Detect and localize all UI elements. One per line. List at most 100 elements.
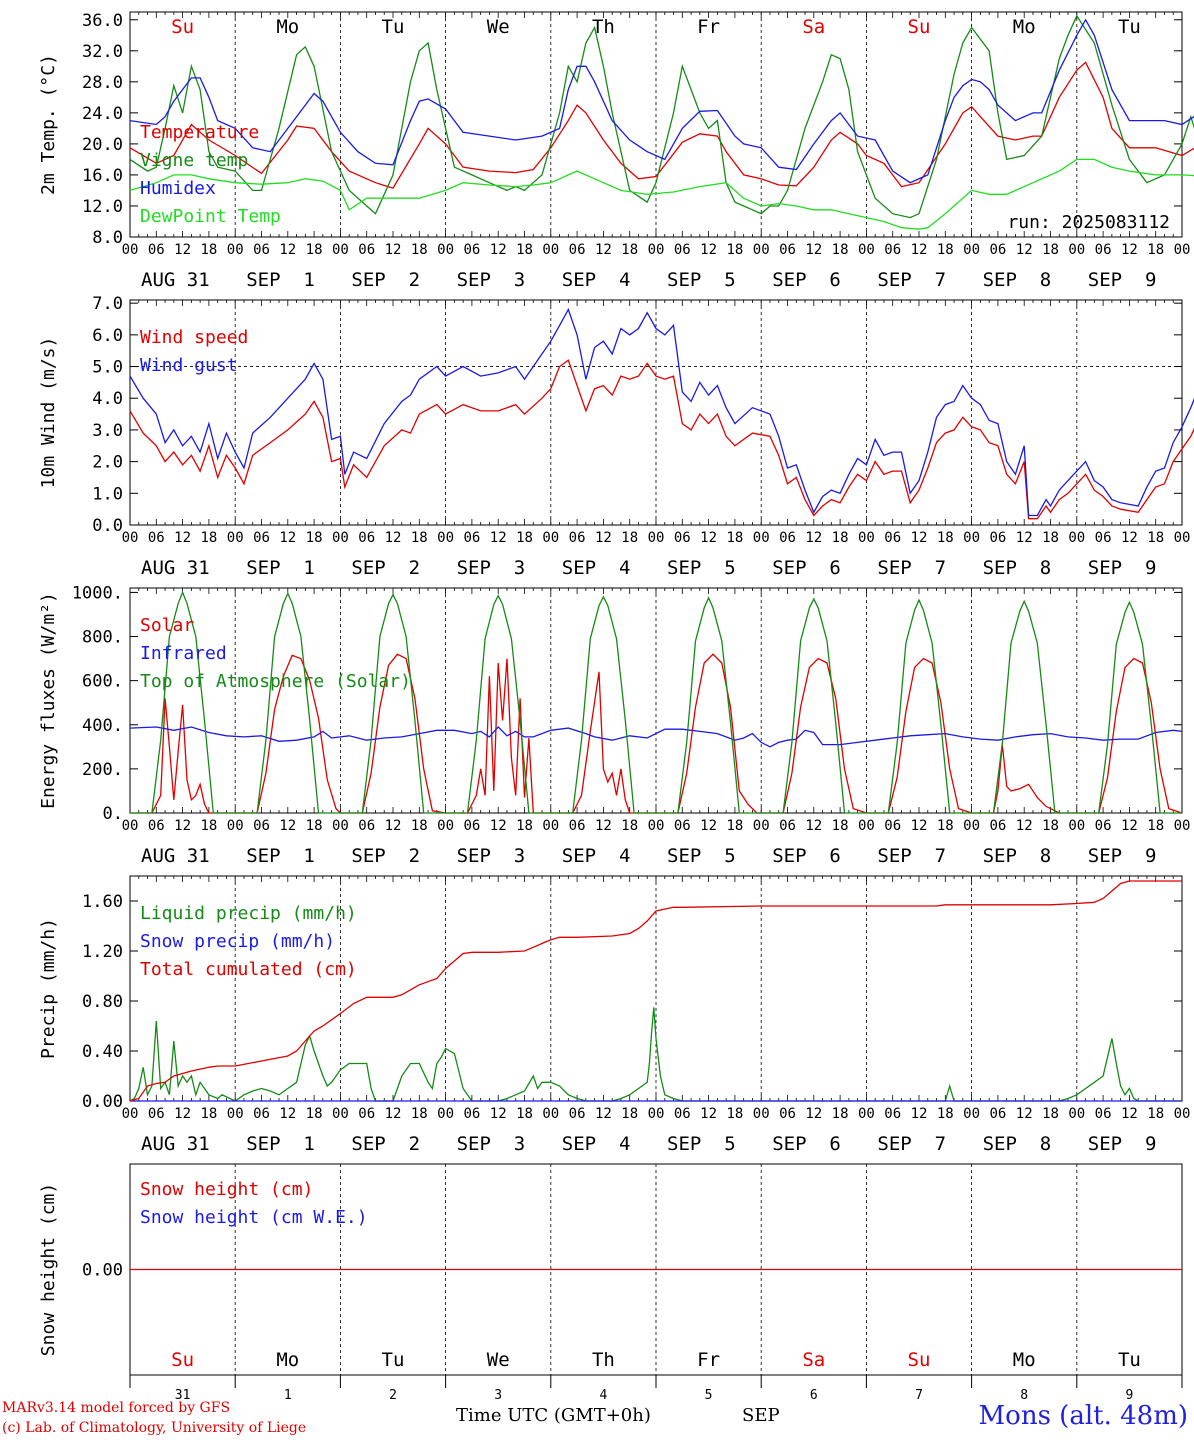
date-label: SEP 1 — [246, 845, 315, 867]
date-label: SEP 6 — [772, 269, 841, 291]
hour-tick-label: 12 — [385, 818, 402, 834]
hour-tick-label: 00 — [542, 1106, 559, 1122]
hour-tick-label: 00 — [858, 818, 875, 834]
weekday-label: Su — [908, 16, 931, 38]
series-line-total-cumulated-cm- — [129, 880, 1182, 1102]
hour-tick-label: 00 — [753, 530, 770, 546]
series-line-wind-speed — [129, 359, 1194, 520]
day-number-label: 2 — [389, 1388, 397, 1403]
hour-tick-label: 18 — [411, 242, 428, 258]
weekday-label: Sa — [802, 16, 825, 38]
weekday-label: Tu — [382, 16, 405, 38]
hour-tick-label: 06 — [1095, 242, 1112, 258]
y-axis-label: Precip (mm/h) — [38, 918, 59, 1059]
hour-tick-label: 06 — [148, 1106, 165, 1122]
time-axis-label: Time UTC (GMT+0h) — [456, 1405, 651, 1426]
hour-tick-label: 06 — [358, 1106, 375, 1122]
hour-tick-label: 00 — [858, 1106, 875, 1122]
y-axis-label: Snow height (cm) — [38, 1183, 59, 1356]
hour-tick-label: 12 — [805, 1106, 822, 1122]
hour-tick-label: 18 — [200, 1106, 217, 1122]
hour-tick-label: 06 — [569, 818, 586, 834]
weekday-label: Fr — [697, 1349, 720, 1371]
hour-tick-label: 06 — [253, 242, 270, 258]
hour-tick-label: 12 — [279, 1106, 296, 1122]
hour-tick-label: 00 — [542, 530, 559, 546]
hour-tick-label: 00 — [1174, 818, 1191, 834]
hour-tick-label: 00 — [122, 530, 139, 546]
hour-tick-label: 06 — [463, 818, 480, 834]
hour-tick-label: 12 — [805, 242, 822, 258]
y-tick-label: 16.0 — [82, 166, 123, 186]
hour-tick-label: 06 — [253, 1106, 270, 1122]
panel-1 — [129, 11, 1194, 238]
hour-tick-label: 18 — [1042, 530, 1059, 546]
date-label: SEP 8 — [983, 269, 1052, 291]
y-axis-label: Energy fluxes (W/m²) — [38, 592, 59, 809]
hour-tick-label: 18 — [937, 818, 954, 834]
date-label: SEP 8 — [983, 845, 1052, 867]
hour-tick-label: 06 — [358, 242, 375, 258]
lab-credit: (c) Lab. of Climatology, University of L… — [2, 1420, 307, 1436]
hour-tick-label: 06 — [253, 530, 270, 546]
series-line-dewpoint-temp — [129, 158, 1194, 230]
hour-tick-label: 00 — [122, 1106, 139, 1122]
hour-tick-label: 18 — [306, 242, 323, 258]
hour-tick-label: 12 — [595, 1106, 612, 1122]
date-label: SEP 1 — [246, 557, 315, 579]
date-label: SEP 5 — [667, 269, 736, 291]
hour-tick-label: 18 — [306, 818, 323, 834]
hour-tick-label: 12 — [174, 818, 191, 834]
date-label: SEP 6 — [772, 557, 841, 579]
day-number-label: 4 — [599, 1388, 607, 1403]
hour-tick-label: 12 — [1016, 530, 1033, 546]
day-number-label: 1 — [284, 1388, 292, 1403]
hour-tick-label: 12 — [385, 530, 402, 546]
date-label: SEP 4 — [562, 557, 631, 579]
hour-tick-label: 12 — [911, 530, 928, 546]
date-label: SEP 4 — [562, 845, 631, 867]
legend-entry: Infrared — [140, 643, 227, 664]
date-label: SEP 3 — [457, 1133, 526, 1155]
hour-tick-label: 18 — [832, 530, 849, 546]
legend-entry: Snow precip (mm/h) — [140, 931, 335, 952]
y-tick-label: 4.0 — [92, 389, 123, 409]
hour-tick-label: 06 — [989, 530, 1006, 546]
y-tick-label: 0. — [103, 804, 123, 824]
hour-tick-label: 00 — [227, 818, 244, 834]
hour-tick-label: 18 — [937, 1106, 954, 1122]
day-number-label: 9 — [1125, 1388, 1133, 1403]
y-axis-label: 2m Temp. (°C) — [38, 54, 59, 195]
weekday-label: Mo — [276, 1349, 299, 1371]
hour-tick-label: 18 — [621, 530, 638, 546]
hour-tick-label: 12 — [279, 242, 296, 258]
hour-tick-label: 12 — [595, 530, 612, 546]
y-axis-label: 10m Wind (m/s) — [38, 337, 59, 489]
hour-tick-label: 18 — [726, 1106, 743, 1122]
hour-tick-label: 06 — [989, 1106, 1006, 1122]
hour-tick-label: 06 — [989, 818, 1006, 834]
panel-frame — [129, 587, 1183, 814]
panel-frame — [129, 11, 1183, 238]
weekday-label: Tu — [1118, 1349, 1141, 1371]
day-number-label: 7 — [915, 1388, 923, 1403]
weekday-label: Sa — [802, 1349, 825, 1371]
hour-tick-label: 06 — [779, 1106, 796, 1122]
weekday-label: Su — [908, 1349, 931, 1371]
month-label: SEP — [742, 1405, 780, 1426]
hour-tick-label: 06 — [463, 1106, 480, 1122]
weekday-label: Mo — [276, 16, 299, 38]
hour-tick-label: 12 — [911, 1106, 928, 1122]
series-line-infrared — [129, 726, 1183, 748]
hour-tick-label: 18 — [306, 1106, 323, 1122]
date-label: SEP 3 — [457, 845, 526, 867]
hour-tick-label: 06 — [463, 242, 480, 258]
y-tick-label: 0.00 — [82, 1092, 123, 1112]
hour-tick-label: 06 — [884, 818, 901, 834]
hour-tick-label: 06 — [674, 242, 691, 258]
hour-tick-label: 00 — [437, 530, 454, 546]
date-label: SEP 2 — [351, 845, 420, 867]
hour-tick-label: 18 — [621, 242, 638, 258]
date-label: SEP 3 — [457, 557, 526, 579]
series-line-temperature — [129, 61, 1194, 189]
